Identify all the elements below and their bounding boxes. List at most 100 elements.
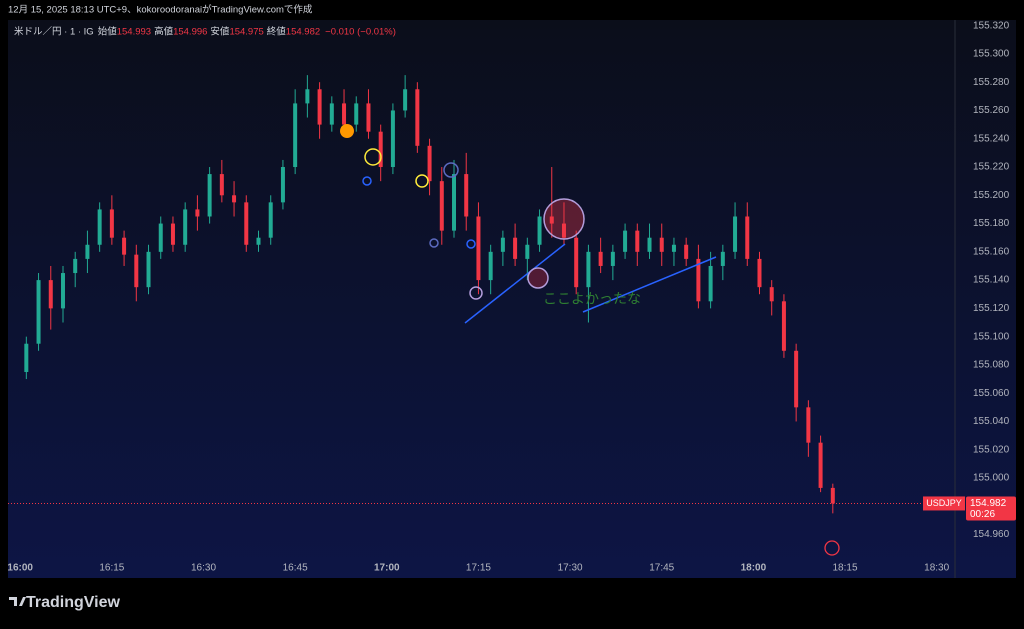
y-tick-label: 154.960 <box>973 529 1010 540</box>
candle-body <box>366 103 371 132</box>
logo-icon <box>9 597 26 606</box>
candle-body <box>97 209 102 245</box>
candle-body <box>378 131 383 168</box>
candle-body <box>561 223 566 238</box>
candle-body <box>598 251 603 266</box>
price-tag <box>966 496 1016 521</box>
countdown-text: 00:26 <box>970 509 995 520</box>
legend-label: 終値 <box>267 26 287 38</box>
candle-body <box>757 258 762 288</box>
x-tick-label: 16:00 <box>7 563 33 574</box>
y-tick-label: 155.120 <box>973 303 1010 314</box>
y-tick-label: 155.080 <box>973 360 1010 371</box>
legend-label: 始値 <box>98 26 118 38</box>
trend-line <box>464 243 566 324</box>
x-axis: 16:00 16:15 16:30 16:45 17:00 17:15 17:30 17:45… <box>7 563 950 574</box>
candle-body <box>500 237 505 252</box>
candle-body <box>452 174 457 231</box>
candle-body <box>806 407 811 443</box>
x-tick-label: 17:00 <box>374 563 400 574</box>
candle-body <box>733 216 738 252</box>
candle-body <box>280 167 285 203</box>
candle-body <box>781 301 786 351</box>
y-tick-label: 155.320 <box>973 20 1010 31</box>
marker-circle <box>340 124 354 138</box>
candle-body <box>659 237 664 252</box>
candle-body <box>427 145 432 182</box>
candle-body <box>684 244 689 259</box>
marker-circle <box>429 238 439 248</box>
candle-body <box>794 350 799 408</box>
candle-body <box>329 103 334 125</box>
symbol-tag-text: USDJPY <box>926 498 962 508</box>
candle-body <box>293 103 298 168</box>
candle-body <box>183 209 188 245</box>
marker-circle <box>469 286 483 300</box>
candle-body <box>769 287 774 302</box>
candle-body <box>610 251 615 266</box>
candle-body <box>73 258 78 274</box>
candle-body <box>549 216 554 224</box>
candle-body <box>647 237 652 252</box>
x-tick-label: 18:00 <box>741 563 767 574</box>
candle-body <box>354 103 359 125</box>
marker-circle <box>362 176 372 186</box>
candle-body <box>696 258 701 302</box>
legend-value: 154.982 <box>286 27 320 38</box>
y-tick-label: 155.200 <box>973 190 1010 201</box>
x-tick-label: 17:15 <box>466 563 491 574</box>
marker-circle <box>443 162 459 178</box>
x-tick-label: 17:45 <box>649 563 674 574</box>
candle-body <box>342 103 347 125</box>
candle-body <box>170 223 175 245</box>
footer-logo: TradingView <box>26 594 121 611</box>
y-tick-label: 155.160 <box>973 246 1010 257</box>
marker-circle <box>415 174 429 188</box>
legend-change: −0.010 (−0.01%) <box>325 27 396 38</box>
y-tick-label: 155.240 <box>973 133 1010 144</box>
candle-body <box>219 174 224 196</box>
legend-label: 高値 <box>154 26 174 38</box>
legend-value: 154.975 <box>229 27 263 38</box>
candle-body <box>537 216 542 245</box>
x-tick-label: 17:30 <box>558 563 583 574</box>
y-tick-label: 155.180 <box>973 218 1010 229</box>
trend-line <box>582 256 717 313</box>
chart-panel <box>8 20 1016 578</box>
candle-body <box>830 487 835 504</box>
y-tick-label: 155.060 <box>973 388 1010 399</box>
candle-body <box>574 237 579 288</box>
y-tick-label: 155.280 <box>973 77 1010 88</box>
y-tick-label: 155.300 <box>973 49 1010 60</box>
candle-body <box>720 251 725 266</box>
candle-body <box>256 237 261 245</box>
legend-value: 154.996 <box>173 27 207 38</box>
candle-body <box>745 216 750 259</box>
x-tick-label: 16:30 <box>191 563 216 574</box>
candle-body <box>60 273 65 309</box>
candle-body <box>476 216 481 281</box>
legend-label: 安値 <box>210 26 230 38</box>
candle-body <box>48 280 53 309</box>
candle-body <box>464 174 469 217</box>
candle-body <box>415 89 420 146</box>
candle-body <box>146 251 151 288</box>
alert-icon <box>824 540 840 556</box>
candle-body <box>134 254 139 288</box>
y-tick-label: 155.100 <box>973 331 1010 342</box>
candle-body <box>513 237 518 259</box>
x-tick-label: 18:15 <box>833 563 858 574</box>
y-tick-label: 155.020 <box>973 444 1010 455</box>
candle-body <box>439 181 444 231</box>
legend-symbol: 米ドル／円 · 1 · IG <box>14 26 94 38</box>
x-tick-label: 16:15 <box>99 563 124 574</box>
candle-body <box>623 230 628 252</box>
y-tick-label: 155.000 <box>973 473 1010 484</box>
candle-body <box>390 110 395 168</box>
price-tag-text: 154.982 <box>970 498 1007 509</box>
candle-body <box>586 251 591 288</box>
candle-body <box>36 280 41 344</box>
marker-circle <box>364 148 382 166</box>
